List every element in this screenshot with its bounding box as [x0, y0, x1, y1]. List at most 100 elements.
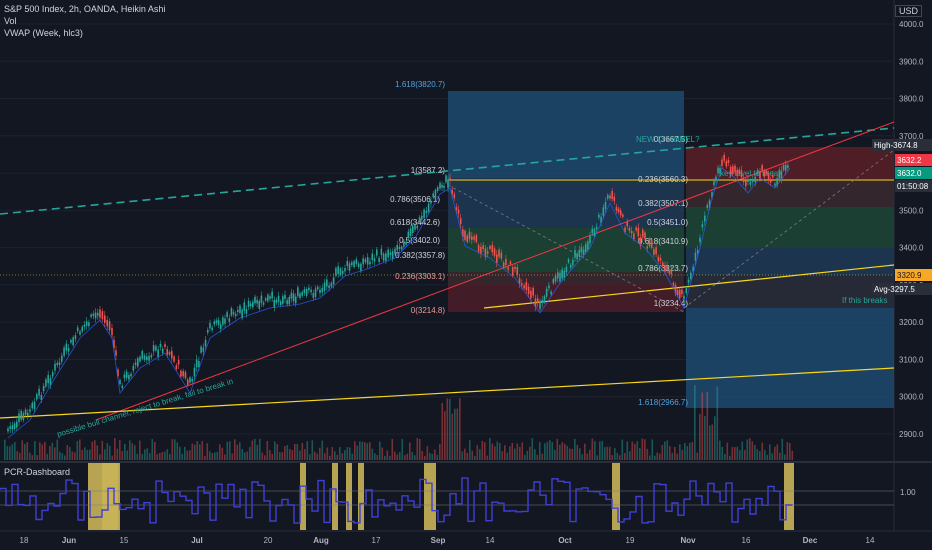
candle-body [418, 217, 421, 223]
candle-body [83, 324, 86, 327]
candle-body [301, 292, 304, 296]
volume-bar [644, 439, 646, 460]
volume-bar [66, 444, 69, 460]
candle-body [258, 300, 261, 309]
volume-bar [729, 455, 731, 460]
price-tag-label: 3632.2 [897, 156, 922, 165]
volume-bar [29, 452, 31, 460]
candle-body [721, 159, 723, 166]
candle-body [477, 245, 480, 252]
volume-bar [211, 453, 214, 460]
candle-body [635, 227, 637, 231]
candle-body [106, 320, 108, 327]
symbol-title: S&P 500 Index, 2h, OANDA, Heikin Ashi [4, 4, 166, 14]
volume-bar [659, 453, 661, 460]
volume-bar [544, 443, 546, 460]
volume-bar [184, 446, 186, 460]
candle-body [101, 311, 104, 320]
candle-body [496, 254, 498, 263]
volume-bar [451, 413, 454, 460]
volume-bar [289, 448, 291, 460]
volume-bar [471, 450, 474, 460]
candle-body [16, 421, 18, 428]
volume-bar [426, 446, 429, 460]
candle-body [572, 259, 574, 266]
candle-body [706, 204, 708, 208]
candle-body [282, 296, 284, 304]
candle-body [507, 267, 509, 270]
annotation-bull-channel: possible bull channel, reject to break, … [56, 377, 234, 439]
volume-bar [4, 439, 6, 460]
volume-bar [779, 452, 781, 460]
volume-bar [131, 443, 134, 460]
candle-body [121, 385, 124, 388]
volume-bar [731, 447, 734, 460]
candle-body [637, 227, 640, 237]
price-tag-label: High-3674.8 [874, 141, 918, 150]
candle-body [630, 230, 633, 234]
candle-body [687, 279, 690, 283]
volume-bar [786, 442, 789, 460]
volume-bar [486, 455, 489, 460]
volume-bar [366, 443, 369, 460]
candle-body [416, 226, 419, 229]
volume-bar [574, 438, 576, 460]
volume-bar [669, 446, 671, 460]
volume-bar [716, 386, 719, 460]
volume-bar [699, 413, 701, 460]
volume-bar [139, 440, 141, 460]
volume-bar [246, 451, 249, 460]
vwap-indicator-label: VWAP (Week, hlc3) [4, 28, 83, 38]
candle-body [782, 165, 785, 170]
volume-bar [666, 440, 669, 460]
candle-body [443, 185, 445, 189]
volume-bar [16, 451, 19, 460]
volume-bar [604, 447, 606, 460]
volume-bar [746, 439, 749, 460]
time-tick-label: 15 [120, 536, 129, 545]
volume-bar [354, 441, 356, 460]
candle-body [177, 360, 180, 365]
candle-body [734, 165, 736, 172]
volume-bar [196, 441, 199, 460]
volume-bar [556, 438, 559, 460]
volume-bar [784, 454, 786, 460]
candle-body [436, 187, 439, 192]
candle-body [389, 252, 392, 256]
candle-body [580, 247, 583, 253]
volume-bar [319, 447, 321, 460]
time-tick-label: Dec [803, 536, 818, 545]
candle-body [382, 253, 385, 261]
candle-body [224, 318, 226, 324]
candle-body [622, 214, 624, 217]
volume-bar [204, 455, 206, 460]
volume-bar [719, 440, 721, 460]
candle-body [403, 241, 405, 247]
time-tick-label: 16 [742, 536, 751, 545]
volume-bar [424, 455, 426, 460]
candle-body [563, 271, 566, 278]
candle-body [648, 238, 651, 247]
volume-bar [331, 447, 334, 460]
price-tag-box [895, 139, 932, 151]
candle-body [310, 289, 312, 293]
candle-body [271, 291, 273, 299]
fib-diagonal-left [447, 184, 685, 313]
currency-badge[interactable]: USD [894, 5, 922, 17]
volume-bar [566, 445, 569, 460]
candle-body [294, 296, 297, 304]
candle-body [708, 200, 711, 208]
candle-body [157, 349, 159, 358]
volume-bar [464, 448, 466, 460]
volume-bar [636, 441, 639, 460]
candle-body [20, 411, 22, 420]
candle-body [473, 236, 475, 240]
candle-body [723, 155, 725, 161]
volume-bar [86, 449, 89, 460]
volume-bar [739, 450, 741, 460]
volume-bar [206, 443, 209, 460]
red-trend-line [95, 121, 895, 421]
volume-bar [584, 443, 586, 460]
volume-bar [391, 438, 394, 460]
